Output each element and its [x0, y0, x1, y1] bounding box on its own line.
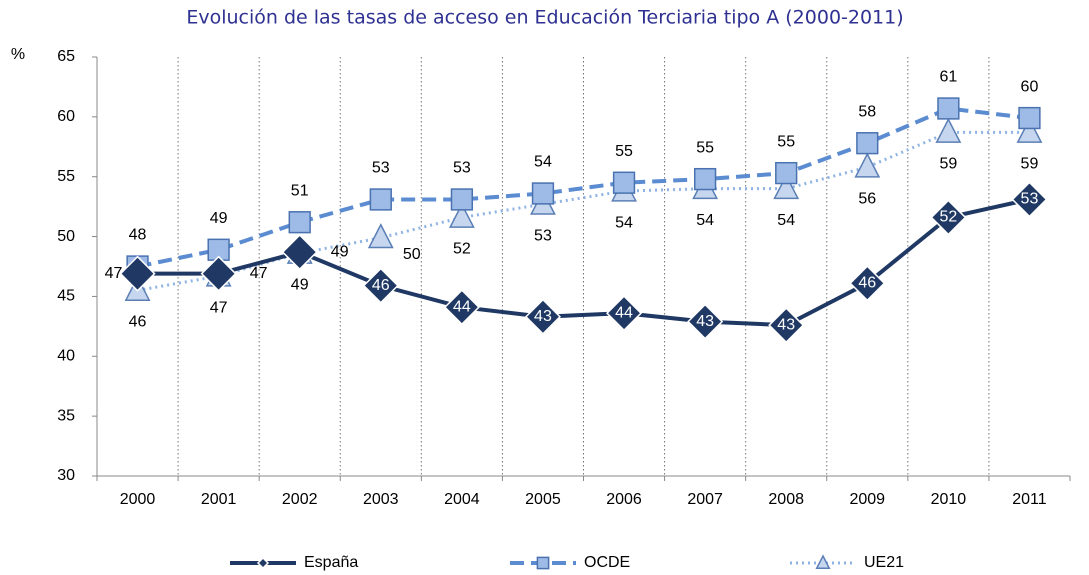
- series-line: [137, 130, 1030, 292]
- x-tick-label: 2010: [931, 491, 967, 508]
- data-label: 46: [129, 314, 147, 331]
- marker: [1011, 181, 1048, 218]
- legend-label: UE21: [864, 554, 904, 571]
- series-line: [137, 106, 1030, 269]
- marker: [200, 255, 237, 292]
- x-tick-label: 2004: [444, 491, 480, 508]
- data-label: 49: [291, 277, 309, 294]
- y-tick-label: 55: [57, 168, 75, 185]
- y-tick-label: 30: [57, 467, 75, 484]
- x-tick-label: 2008: [768, 491, 804, 508]
- marker: [119, 255, 156, 292]
- data-label: 59: [1021, 156, 1039, 173]
- data-label: 53: [453, 160, 471, 177]
- data-label: 53: [1021, 191, 1039, 208]
- y-tick-label: 50: [57, 228, 75, 245]
- data-label: 46: [372, 277, 390, 294]
- data-label: 49: [210, 210, 228, 227]
- data-label: 52: [453, 241, 471, 258]
- marker: [930, 199, 967, 236]
- marker: [935, 117, 962, 143]
- y-tick-label: 60: [57, 108, 75, 125]
- data-label: 53: [372, 160, 390, 177]
- data-label: 54: [615, 214, 633, 231]
- marker: [448, 202, 475, 228]
- marker: [288, 211, 311, 234]
- y-axis-label: %: [11, 46, 25, 63]
- marker: [362, 267, 399, 304]
- data-label: 47: [250, 265, 268, 282]
- marker: [849, 265, 886, 302]
- data-label: 55: [777, 133, 795, 150]
- marker: [367, 223, 394, 249]
- data-label: 51: [291, 182, 309, 199]
- marker: [1016, 117, 1043, 143]
- y-tick-label: 45: [57, 288, 75, 305]
- marker: [369, 188, 392, 211]
- marker: [775, 161, 798, 185]
- x-tick-label: 2006: [606, 491, 642, 508]
- marker: [856, 132, 879, 155]
- x-tick-label: 2003: [363, 491, 399, 508]
- marker: [531, 182, 555, 205]
- data-label: 43: [534, 308, 552, 325]
- legend-marker: [256, 556, 270, 570]
- legend-label: España: [304, 554, 358, 571]
- data-label: 61: [939, 69, 957, 86]
- data-label: 47: [210, 299, 228, 316]
- data-label: 43: [777, 316, 795, 333]
- marker: [524, 298, 562, 335]
- marker: [450, 188, 474, 211]
- data-label: 54: [534, 154, 552, 171]
- marker: [854, 152, 881, 178]
- marker: [605, 295, 643, 332]
- data-label: 52: [939, 209, 957, 226]
- data-label: 59: [939, 156, 957, 173]
- data-label: 48: [129, 227, 147, 244]
- data-label: 56: [858, 190, 876, 207]
- data-label: 46: [858, 274, 876, 291]
- marker: [281, 234, 318, 271]
- data-label: 47: [105, 265, 123, 282]
- y-tick-label: 35: [57, 407, 75, 424]
- marker: [768, 307, 805, 344]
- data-label: 44: [615, 304, 633, 321]
- marker: [937, 97, 960, 120]
- chart-title: Evolución de las tasas de acceso en Educ…: [186, 7, 903, 29]
- y-tick-label: 65: [57, 48, 75, 65]
- x-tick-label: 2009: [849, 491, 885, 508]
- data-label: 49: [331, 243, 349, 260]
- y-tick-label: 40: [57, 348, 75, 365]
- data-label: 43: [696, 313, 714, 330]
- data-label: 44: [453, 298, 471, 315]
- marker: [773, 174, 800, 200]
- data-label: 55: [615, 143, 633, 160]
- x-tick-label: 2000: [120, 491, 156, 508]
- data-label: 54: [696, 212, 714, 229]
- data-label: 50: [403, 246, 421, 263]
- data-label: 54: [777, 212, 795, 229]
- data-label: 53: [534, 227, 552, 244]
- legend-marker: [536, 556, 550, 570]
- legend-marker: [815, 554, 831, 569]
- x-tick-label: 2011: [1012, 491, 1047, 508]
- x-tick-label: 2001: [201, 491, 237, 508]
- data-label: 60: [1021, 78, 1039, 95]
- x-tick-label: 2007: [687, 491, 723, 508]
- data-label: 58: [858, 103, 876, 120]
- marker: [687, 303, 724, 340]
- marker: [443, 289, 480, 326]
- marker: [693, 167, 717, 191]
- marker: [612, 171, 636, 194]
- legend-label: OCDE: [584, 554, 630, 571]
- x-tick-label: 2005: [525, 491, 561, 508]
- marker: [1018, 106, 1041, 130]
- data-label: 55: [696, 139, 714, 156]
- x-tick-label: 2002: [282, 491, 318, 508]
